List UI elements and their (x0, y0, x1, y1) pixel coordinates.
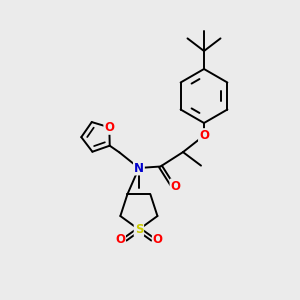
Text: O: O (115, 232, 125, 246)
Text: N: N (134, 161, 144, 175)
Text: O: O (104, 121, 114, 134)
Text: O: O (153, 232, 163, 246)
Text: O: O (170, 179, 181, 193)
Text: O: O (199, 129, 209, 142)
Text: S: S (135, 223, 143, 236)
